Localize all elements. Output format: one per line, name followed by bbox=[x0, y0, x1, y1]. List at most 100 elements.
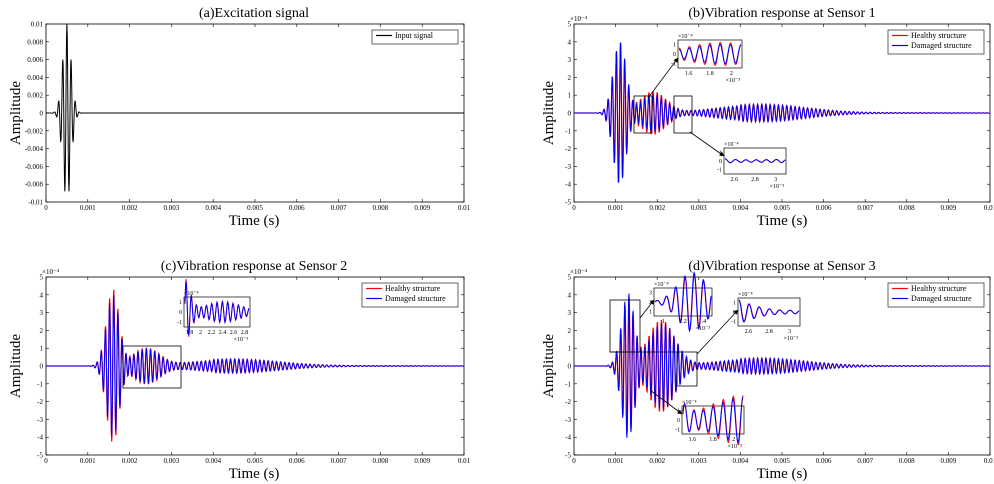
y-tick-label: -5 bbox=[565, 199, 571, 207]
subplot-b-xlabel: Time (s) bbox=[757, 213, 808, 229]
legend-label: Damaged structure bbox=[911, 294, 972, 303]
inset-frame bbox=[677, 39, 743, 69]
x-tick-label: 0.007 bbox=[331, 457, 347, 465]
x-tick-label: 0.003 bbox=[164, 457, 180, 465]
inset-damaged-line bbox=[184, 281, 250, 336]
x-tick-label: 0.009 bbox=[941, 457, 957, 465]
y-exponent-label: ×10⁻⁴ bbox=[42, 268, 60, 276]
x-tick-label: 0.008 bbox=[373, 204, 389, 212]
x-tick-label: 0 bbox=[44, 457, 48, 465]
y-tick-label: -4 bbox=[37, 434, 43, 442]
subplot-d-xlabel: Time (s) bbox=[757, 466, 808, 482]
subplot-d-ylabel: Amplitude bbox=[541, 334, 557, 399]
x-tick-label: 0 bbox=[572, 457, 576, 465]
inset-x-tick: 2 bbox=[730, 71, 733, 77]
plot-area-d: 0 0.001 0.002 0.003 0.004 0.005 0.006 0.007 0.00… bbox=[565, 268, 994, 465]
inset-exponent: ×10⁻⁴ bbox=[738, 292, 753, 298]
y-tick-label: -1 bbox=[565, 380, 571, 388]
inset-x-tick: 2.6 bbox=[731, 177, 739, 183]
legend-label: Healthy structure bbox=[385, 284, 441, 293]
inset-y-tick: 1 bbox=[179, 300, 182, 306]
y-tick-label: 5 bbox=[568, 21, 572, 29]
y-tick-label: 0 bbox=[568, 110, 572, 118]
x-tick-label: 0.006 bbox=[289, 204, 305, 212]
subplot-a-ylabel: Amplitude bbox=[8, 81, 24, 146]
x-tick-label: 0.005 bbox=[774, 204, 790, 212]
x-tick-label: 0.005 bbox=[247, 457, 263, 465]
subplot-a-title: (a)Excitation signal bbox=[199, 6, 309, 21]
inset-y-tick: 0 bbox=[179, 310, 182, 316]
damaged-structure-line bbox=[46, 295, 465, 437]
y-tick-label: 5 bbox=[568, 274, 572, 282]
inset-y-tick: -1 bbox=[675, 427, 680, 433]
x-tick-label: 0.004 bbox=[205, 204, 221, 212]
zoom-arrow bbox=[647, 57, 679, 99]
inset-x-tick: 2.6 bbox=[230, 330, 238, 336]
inset-damaged-line bbox=[654, 271, 712, 333]
inset-y-tick: -1 bbox=[717, 168, 722, 174]
y-tick-label: -0.004 bbox=[25, 145, 44, 153]
subplot-d: (d)Vibration response at Sensor 3 Time (… bbox=[541, 259, 876, 482]
inset-y-tick: 0 bbox=[719, 159, 722, 165]
x-tick-label: 0.01 bbox=[458, 457, 471, 465]
y-tick-label: -3 bbox=[565, 416, 571, 424]
legend-box bbox=[361, 282, 459, 308]
inset-x-tick: 3 bbox=[788, 329, 791, 335]
y-tick-label: 0.008 bbox=[27, 38, 43, 46]
inset-exponent: ×10⁻⁴ bbox=[682, 400, 697, 406]
inset-x-tick: 2.8 bbox=[241, 330, 249, 336]
inset-damaged-line bbox=[682, 396, 744, 444]
y-tick-label: -0.002 bbox=[25, 127, 44, 135]
x-tick-label: 0.003 bbox=[691, 204, 707, 212]
y-tick-label: -4 bbox=[565, 434, 571, 442]
inset-frame bbox=[737, 297, 801, 327]
x-tick-label: 0.005 bbox=[247, 204, 263, 212]
x-tick-label: 0.002 bbox=[122, 204, 138, 212]
y-tick-label: 1 bbox=[40, 345, 44, 353]
inset-exponent: ×10⁻⁴ bbox=[654, 282, 669, 288]
y-tick-label: -3 bbox=[37, 416, 43, 424]
zoom-arrow bbox=[649, 389, 683, 415]
inset-frame bbox=[723, 147, 787, 175]
inset-x-exponent: ×10⁻³ bbox=[770, 184, 785, 190]
y-tick-label: 2 bbox=[568, 74, 572, 82]
inset-x-tick: 2 bbox=[199, 330, 202, 336]
x-tick-label: 0.01 bbox=[984, 457, 994, 465]
y-tick-label: 3 bbox=[568, 309, 572, 317]
y-tick-label: 2 bbox=[40, 327, 44, 335]
legend-box bbox=[887, 282, 985, 308]
x-tick-label: 0.007 bbox=[857, 457, 873, 465]
subplot-c-xlabel: Time (s) bbox=[229, 466, 280, 482]
inset-x-tick: 3 bbox=[774, 177, 777, 183]
x-tick-label: 0.005 bbox=[774, 457, 790, 465]
y-tick-label: -2 bbox=[565, 398, 571, 406]
x-tick-label: 0.007 bbox=[331, 204, 347, 212]
y-tick-label: -1 bbox=[37, 380, 43, 388]
inset-2: ×10⁻⁴2.62.83×10⁻³-101 bbox=[689, 131, 787, 190]
y-tick-label: 0.006 bbox=[27, 56, 43, 64]
inset-x-exponent: ×10⁻³ bbox=[696, 326, 711, 332]
y-tick-label: -5 bbox=[37, 452, 43, 460]
x-tick-label: 0.006 bbox=[289, 457, 305, 465]
x-tick-label: 0.009 bbox=[414, 457, 430, 465]
inset-frame bbox=[681, 405, 745, 435]
damaged-structure-line bbox=[574, 42, 991, 184]
y-tick-label: 0.01 bbox=[31, 21, 44, 29]
x-tick-label: 0.002 bbox=[649, 204, 665, 212]
legend-label: Input signal bbox=[395, 31, 434, 40]
y-tick-label: 0.002 bbox=[27, 92, 43, 100]
inset-x-tick: 1.8 bbox=[706, 71, 714, 77]
inset-1: ×10⁻⁴1.61.82×10⁻³-101 bbox=[647, 34, 743, 99]
inset-x-tick: 2 bbox=[732, 437, 735, 443]
x-tick-label: 0.001 bbox=[608, 457, 624, 465]
y-exponent-label: ×10⁻⁴ bbox=[570, 268, 588, 276]
inset-x-tick: 1.8 bbox=[709, 437, 717, 443]
plot-area-b: 0 0.001 0.002 0.003 0.004 0.005 0.006 0.007 0.00… bbox=[565, 15, 994, 212]
y-tick-label: 5 bbox=[40, 274, 44, 282]
inset-y-tick: 3 bbox=[649, 291, 652, 297]
input-signal-line bbox=[46, 23, 464, 192]
zoom-region-box bbox=[122, 345, 182, 389]
legend-box bbox=[371, 29, 459, 45]
